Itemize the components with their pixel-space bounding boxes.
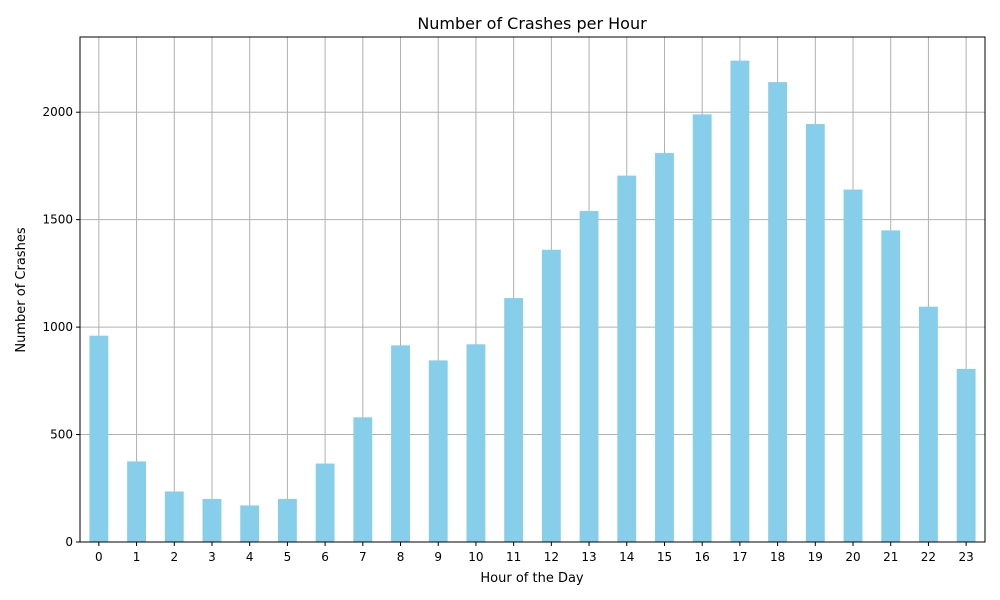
x-tick-label: 10 — [468, 550, 483, 564]
x-tick-label: 19 — [808, 550, 823, 564]
x-tick-label: 14 — [619, 550, 634, 564]
x-tick-label: 5 — [284, 550, 292, 564]
y-tick-label: 1000 — [42, 320, 73, 334]
bar-hour-19 — [805, 124, 825, 542]
bars — [89, 60, 976, 543]
x-tick-label: 1 — [133, 550, 141, 564]
x-tick-label: 11 — [506, 550, 521, 564]
bar-hour-14 — [617, 175, 637, 542]
x-tick-label: 12 — [544, 550, 559, 564]
x-tick-label: 0 — [95, 550, 103, 564]
x-tick-label: 16 — [695, 550, 710, 564]
bar-hour-6 — [315, 463, 335, 542]
bar-hour-21 — [881, 230, 901, 543]
x-tick-label: 3 — [208, 550, 216, 564]
bar-hour-9 — [428, 360, 448, 542]
bar-hour-11 — [504, 298, 524, 542]
y-tick-label: 500 — [50, 428, 73, 442]
plot-frame — [79, 36, 986, 543]
y-tick-label: 0 — [65, 535, 73, 549]
bar-hour-15 — [655, 153, 674, 543]
x-tick-label: 17 — [732, 550, 747, 564]
x-tick-label: 4 — [246, 550, 254, 564]
bar-hour-20 — [843, 189, 863, 542]
bar-hour-13 — [579, 211, 599, 542]
x-tick-label: 6 — [321, 550, 329, 564]
y-tick-label: 2000 — [42, 105, 73, 119]
bar-hour-18 — [768, 82, 788, 543]
bar-hour-4 — [240, 505, 260, 542]
bar-hour-5 — [277, 499, 297, 542]
x-tick-label: 23 — [959, 550, 974, 564]
bar-hour-8 — [391, 345, 410, 542]
y-axis-label: Number of Crashes — [14, 227, 29, 352]
bar-hour-7 — [353, 417, 373, 542]
x-tick-label: 20 — [845, 550, 860, 564]
bar-hour-1 — [127, 461, 146, 542]
bar-hour-12 — [541, 249, 561, 542]
bar-hour-2 — [164, 491, 184, 542]
x-tick-label: 7 — [359, 550, 367, 564]
bar-hour-22 — [919, 306, 938, 542]
x-axis-ticks: 0 1 2 3 4 5 6 7 8 9 10 11 12 13 14 15 16 17 18 19 20 21 22 23 — [95, 542, 974, 564]
y-axis-ticks: 0 500 1000 1500 2000 — [42, 105, 80, 549]
bar-hour-17 — [730, 60, 750, 542]
x-tick-label: 2 — [170, 550, 178, 564]
x-axis-label: Hour of the Day — [480, 571, 584, 586]
bar-hour-3 — [202, 499, 222, 542]
x-tick-label: 8 — [397, 550, 405, 564]
bar-hour-16 — [692, 114, 712, 543]
x-tick-label: 9 — [434, 550, 442, 564]
x-tick-label: 13 — [581, 550, 596, 564]
x-tick-label: 15 — [657, 550, 672, 564]
bar-hour-23 — [956, 369, 976, 542]
bar-hour-10 — [466, 344, 486, 542]
x-tick-label: 22 — [921, 550, 936, 564]
chart-title: Number of Crashes per Hour — [417, 14, 647, 33]
x-tick-label: 18 — [770, 550, 785, 564]
bar-hour-0 — [89, 335, 109, 542]
x-tick-label: 21 — [883, 550, 898, 564]
y-tick-label: 1500 — [42, 213, 73, 227]
